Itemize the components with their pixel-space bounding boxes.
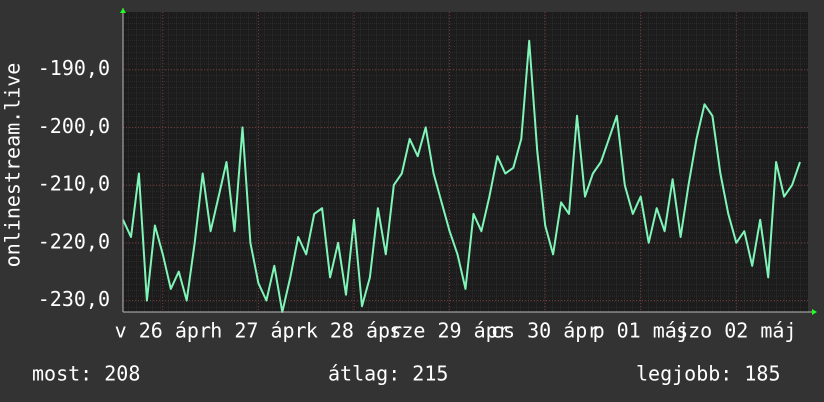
marks — [122, 39, 801, 313]
grid — [123, 12, 808, 312]
footer-average: átlag: 215 — [328, 362, 448, 386]
y-tick-label: -210,0 — [38, 172, 110, 196]
x-tick-label: cs 30 ápr — [491, 319, 599, 343]
y-axis-label: onlinestream.live — [1, 63, 25, 268]
y-tick-label: -190,0 — [38, 56, 110, 80]
minor-grid — [123, 12, 808, 312]
data-line — [122, 39, 801, 313]
x-tick-label: v 26 ápr — [115, 319, 211, 343]
axis-arrow — [812, 309, 817, 315]
y-tick-label: -200,0 — [38, 114, 110, 138]
x-tick-label: szo 02 máj — [676, 319, 796, 343]
footer-best: legjobb: 185 — [636, 362, 781, 386]
footer-current: most: 208 — [32, 362, 140, 386]
axis-arrow — [120, 8, 126, 13]
x-tick-label: h 27 ápr — [210, 319, 306, 343]
x-tick-label: p 01 máj — [593, 319, 689, 343]
x-tick-label: sze 29 ápr — [389, 319, 509, 343]
y-tick-label: -230,0 — [38, 287, 110, 311]
y-tick-label: -220,0 — [38, 229, 110, 253]
x-tick-label: k 28 ápr — [306, 319, 402, 343]
